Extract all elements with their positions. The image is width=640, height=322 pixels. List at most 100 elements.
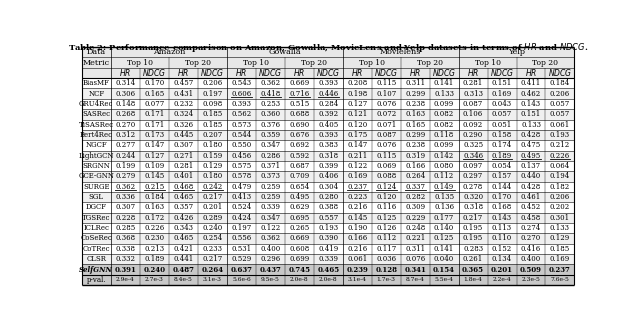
Text: 0.445: 0.445 (173, 131, 193, 139)
Text: 0.112: 0.112 (434, 172, 454, 180)
Text: 0.440: 0.440 (521, 172, 541, 180)
Text: 0.343: 0.343 (173, 224, 193, 232)
Text: 0.280: 0.280 (318, 193, 339, 201)
Text: 0.115: 0.115 (376, 79, 396, 87)
Text: 0.061: 0.061 (347, 255, 367, 263)
Text: 0.284: 0.284 (318, 100, 339, 108)
Text: 0.347: 0.347 (260, 214, 280, 222)
Text: 0.122: 0.122 (260, 224, 280, 232)
Text: 0.184: 0.184 (145, 193, 164, 201)
Text: 0.226: 0.226 (550, 152, 570, 160)
Text: 0.229: 0.229 (405, 214, 425, 222)
Text: 0.051: 0.051 (492, 121, 512, 129)
Text: 0.157: 0.157 (492, 172, 512, 180)
Text: SASRec: SASRec (82, 110, 110, 118)
Text: 0.148: 0.148 (115, 100, 136, 108)
Text: 0.198: 0.198 (347, 90, 367, 98)
Text: 0.337: 0.337 (405, 183, 425, 191)
Text: 0.426: 0.426 (173, 214, 193, 222)
Text: 0.456: 0.456 (231, 152, 252, 160)
Text: 0.313: 0.313 (463, 90, 483, 98)
Bar (81, 192, 575, 202)
Text: 0.140: 0.140 (434, 224, 454, 232)
Text: ICLRec: ICLRec (83, 224, 109, 232)
Bar (81, 89, 575, 99)
Text: 0.270: 0.270 (521, 234, 541, 242)
Text: 0.171: 0.171 (145, 110, 164, 118)
Bar (81, 47, 575, 57)
Text: 0.143: 0.143 (492, 214, 512, 222)
Text: 0.529: 0.529 (231, 255, 252, 263)
Text: 0.699: 0.699 (289, 255, 309, 263)
Text: 2.2e-4: 2.2e-4 (493, 277, 511, 282)
Text: 0.346: 0.346 (463, 152, 483, 160)
Text: 0.201: 0.201 (202, 204, 223, 212)
Text: 0.163: 0.163 (145, 204, 164, 212)
Text: 0.172: 0.172 (145, 214, 164, 222)
Bar (81, 68, 575, 78)
Text: 0.122: 0.122 (347, 162, 367, 170)
Text: BiasMF: BiasMF (83, 79, 109, 87)
Text: 0.193: 0.193 (550, 131, 570, 139)
Text: 0.118: 0.118 (434, 131, 454, 139)
Text: 0.716: 0.716 (289, 90, 309, 98)
Bar (81, 57, 575, 68)
Bar (81, 223, 575, 233)
Text: 0.393: 0.393 (318, 79, 339, 87)
Text: 0.171: 0.171 (145, 121, 164, 129)
Text: 0.286: 0.286 (260, 152, 280, 160)
Text: 0.336: 0.336 (115, 193, 136, 201)
Text: 0.054: 0.054 (492, 162, 512, 170)
Text: 0.182: 0.182 (550, 183, 570, 191)
Text: 0.082: 0.082 (434, 121, 454, 129)
Text: 0.071: 0.071 (376, 121, 396, 129)
Text: CLSR: CLSR (86, 255, 106, 263)
Text: 0.194: 0.194 (550, 172, 570, 180)
Text: 0.043: 0.043 (492, 100, 512, 108)
Text: 0.069: 0.069 (376, 162, 396, 170)
Text: 0.575: 0.575 (231, 162, 252, 170)
Text: 0.458: 0.458 (521, 214, 541, 222)
Text: 0.281: 0.281 (173, 162, 193, 170)
Text: $\mathit{NDCG}$: $\mathit{NDCG}$ (490, 68, 515, 79)
Text: 0.151: 0.151 (521, 110, 541, 118)
Text: 0.268: 0.268 (115, 110, 136, 118)
Text: 0.165: 0.165 (145, 90, 164, 98)
Bar (81, 130, 575, 140)
Text: 0.163: 0.163 (405, 110, 425, 118)
Bar (81, 233, 575, 244)
Text: 0.238: 0.238 (405, 100, 425, 108)
Text: GRU4Rec: GRU4Rec (79, 100, 113, 108)
Text: 0.221: 0.221 (405, 234, 425, 242)
Text: 0.248: 0.248 (405, 224, 425, 232)
Text: $\mathit{NDCG}$: $\mathit{NDCG}$ (432, 68, 456, 79)
Text: 0.142: 0.142 (434, 152, 454, 160)
Text: 0.304: 0.304 (318, 183, 339, 191)
Text: 0.437: 0.437 (259, 266, 281, 273)
Text: 0.669: 0.669 (289, 234, 309, 242)
Text: 0.495: 0.495 (289, 193, 309, 201)
Text: 0.170: 0.170 (145, 79, 164, 87)
Text: Data: Data (86, 48, 106, 56)
Text: 0.180: 0.180 (202, 141, 223, 149)
Text: 0.371: 0.371 (260, 162, 280, 170)
Text: 0.339: 0.339 (260, 204, 280, 212)
Text: 0.285: 0.285 (115, 224, 136, 232)
Text: 0.189: 0.189 (145, 255, 164, 263)
Text: 0.320: 0.320 (463, 193, 483, 201)
Text: 0.282: 0.282 (405, 193, 425, 201)
Text: 0.311: 0.311 (405, 79, 425, 87)
Text: 0.117: 0.117 (376, 245, 396, 253)
Text: 0.606: 0.606 (231, 90, 252, 98)
Bar (81, 254, 575, 264)
Text: 0.223: 0.223 (347, 193, 367, 201)
Text: 0.259: 0.259 (260, 193, 280, 201)
Text: 0.207: 0.207 (202, 131, 223, 139)
Text: 0.676: 0.676 (289, 131, 309, 139)
Text: 0.195: 0.195 (463, 234, 483, 242)
Text: 2.7e-3: 2.7e-3 (145, 277, 164, 282)
Text: Top 20: Top 20 (301, 59, 327, 67)
Text: 0.406: 0.406 (318, 172, 339, 180)
Text: 0.543: 0.543 (231, 79, 252, 87)
Text: 0.745: 0.745 (288, 266, 310, 273)
